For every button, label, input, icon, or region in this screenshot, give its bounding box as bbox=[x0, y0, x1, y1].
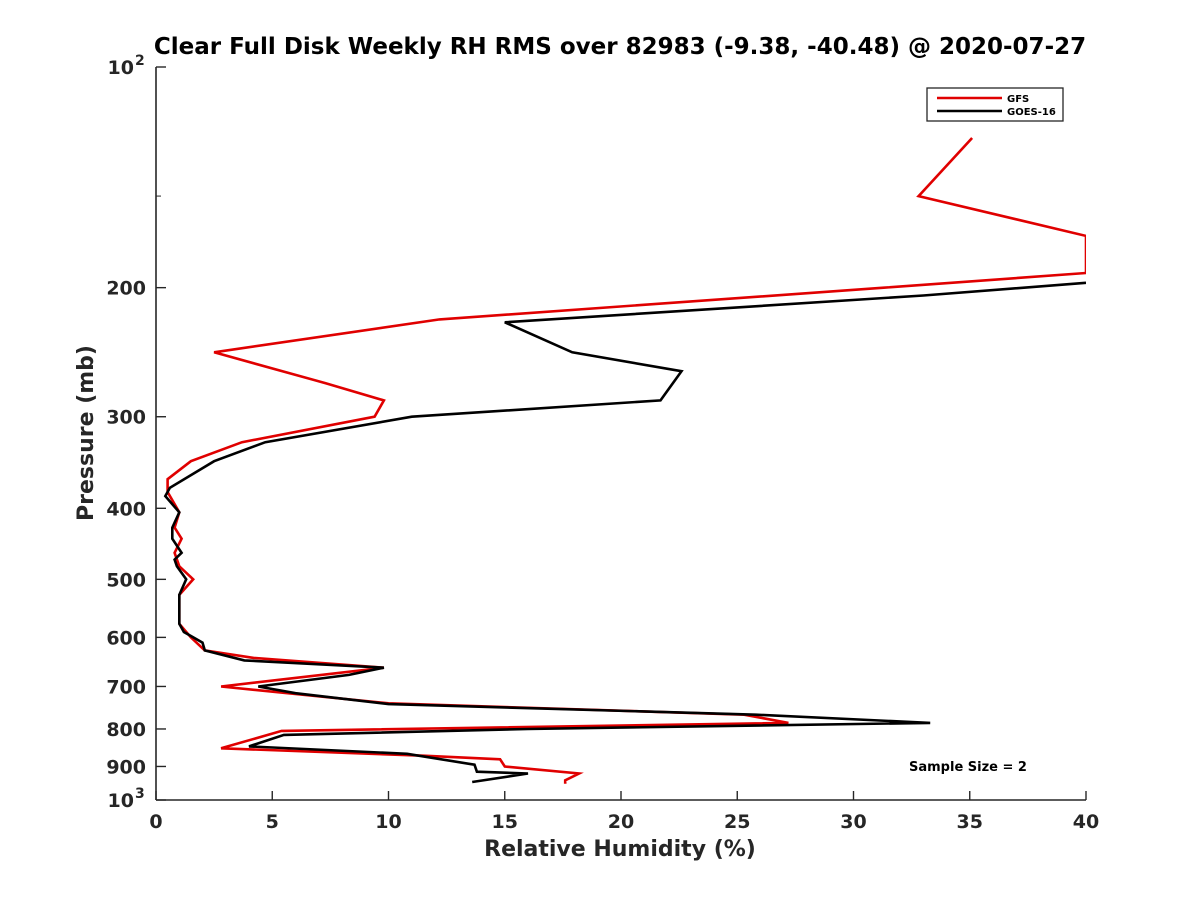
y-tick-label: 300 bbox=[106, 407, 146, 429]
x-tick-label: 10 bbox=[375, 811, 401, 833]
y-tick-exponent: 3 bbox=[135, 786, 145, 802]
y-tick-label: 600 bbox=[106, 627, 146, 649]
y-tick-label: 900 bbox=[106, 756, 146, 778]
legend-label: GFS bbox=[1007, 94, 1029, 105]
legend-box bbox=[926, 87, 1064, 122]
y-tick-base: 10 bbox=[108, 57, 134, 79]
x-axis-title: Relative Humidity (%) bbox=[484, 837, 756, 862]
sample-size-annotation: Sample Size = 2 bbox=[909, 760, 1027, 775]
y-tick-label: 500 bbox=[106, 569, 146, 591]
x-tick-label: 5 bbox=[266, 811, 279, 833]
y-tick-label: 800 bbox=[106, 719, 146, 741]
x-tick-label: 20 bbox=[608, 811, 634, 833]
series-layer bbox=[163, 137, 1086, 784]
y-tick-base: 10 bbox=[108, 790, 134, 812]
x-tick-label: 15 bbox=[492, 811, 518, 833]
y-tick-label-power: 10 bbox=[108, 57, 134, 79]
x-tick-label: 40 bbox=[1073, 811, 1099, 833]
x-tick-label: 30 bbox=[840, 811, 866, 833]
x-tick-label: 0 bbox=[149, 811, 162, 833]
y-tick-label: 200 bbox=[106, 278, 146, 300]
series-line-goes-16 bbox=[163, 281, 1086, 784]
y-tick-label: 700 bbox=[106, 676, 146, 698]
x-tick-label: 25 bbox=[724, 811, 750, 833]
series-line-gfs bbox=[166, 137, 1086, 784]
y-axis-title: Pressure (mb) bbox=[74, 345, 99, 521]
legend-label: GOES-16 bbox=[1007, 107, 1056, 118]
chart-title: Clear Full Disk Weekly RH RMS over 82983… bbox=[154, 34, 1086, 60]
y-tick-exponent: 2 bbox=[135, 53, 145, 69]
legend: GFS GOES-16 bbox=[926, 87, 1064, 122]
x-tick-label: 35 bbox=[957, 811, 983, 833]
y-tick-label: 400 bbox=[106, 498, 146, 520]
y-tick-label-power: 10 bbox=[108, 790, 134, 812]
